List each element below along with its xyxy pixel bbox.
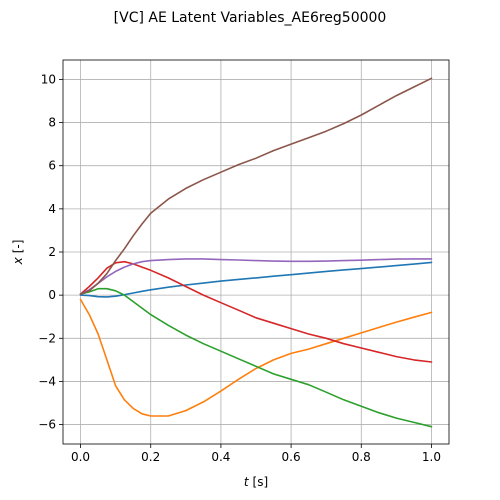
y-tick-label: 10	[41, 72, 56, 86]
y-axis-unit: [-]	[11, 240, 25, 254]
y-tick-label: −2	[38, 331, 56, 345]
y-axis-label: x [-]	[11, 240, 25, 266]
y-tick-label: 6	[48, 159, 56, 173]
x-axis-unit: [s]	[253, 475, 269, 489]
x-tick-label: 0.8	[352, 450, 371, 464]
y-tick-label: 8	[48, 116, 56, 130]
x-tick-label: 0.0	[71, 450, 90, 464]
x-axis-label: t [s]	[244, 475, 268, 489]
y-axis-variable: x	[11, 256, 25, 265]
y-tick-label: 0	[48, 288, 56, 302]
y-tick-label: 2	[48, 245, 56, 259]
y-tick-label: 4	[48, 202, 56, 216]
y-tick-label: −4	[38, 374, 56, 388]
x-tick-label: 0.6	[282, 450, 301, 464]
chart-title: [VC] AE Latent Variables_AE6reg50000	[114, 10, 387, 26]
x-tick-label: 0.2	[141, 450, 160, 464]
x-tick-label: 0.4	[211, 450, 230, 464]
x-tick-label: 1.0	[422, 450, 441, 464]
y-tick-label: −6	[38, 418, 56, 432]
